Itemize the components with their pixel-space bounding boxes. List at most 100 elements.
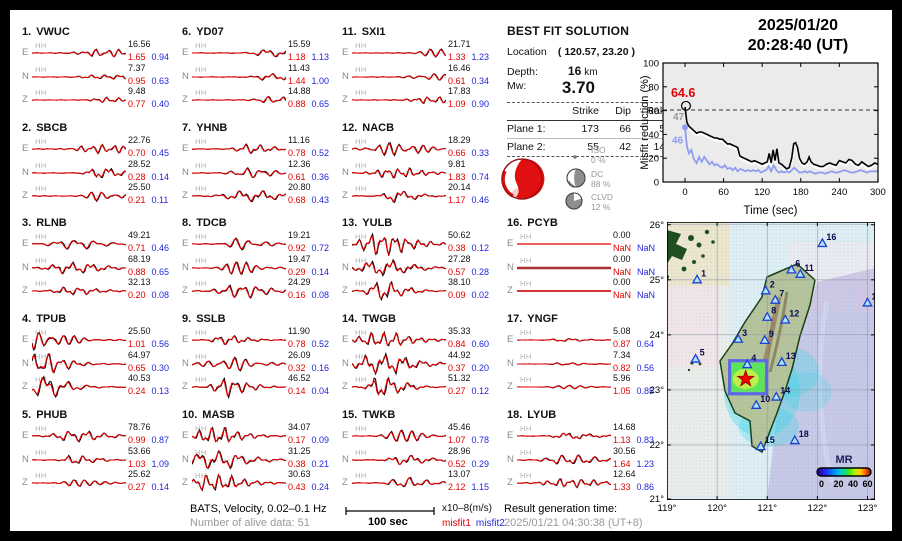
map-lon-label: 120° — [707, 503, 727, 514]
trace-values: 15.59 1.18 1.13 — [288, 39, 342, 63]
map-station-number: 18 — [799, 429, 809, 439]
station-number: 5. — [22, 409, 32, 421]
misfit-values: 0.52 0.29 — [448, 457, 502, 470]
station-header: 14. TWGB — [342, 313, 500, 325]
waveform-trace — [352, 258, 446, 277]
svg-text:300: 300 — [870, 187, 886, 198]
waveform-trace — [32, 239, 126, 251]
component-label: N — [342, 453, 349, 465]
waveform-row: Z HH 32.13 0.20 0.08 — [22, 277, 180, 303]
component-label: N — [22, 261, 29, 273]
misfit1-value: 0.38 — [448, 243, 466, 253]
table-divider — [507, 102, 673, 103]
waveform-trace — [517, 361, 611, 366]
misfit-values: 1.09 0.90 — [448, 97, 502, 110]
trace-values: 9.81 1.83 0.74 — [448, 159, 502, 183]
misfit-values: 0.27 0.12 — [448, 384, 502, 397]
waveform-trace — [352, 142, 446, 157]
amplitude-value: 12.36 — [288, 158, 311, 169]
channel-code: HH — [355, 375, 367, 384]
channel-code: HH — [355, 424, 367, 433]
solution-title: BEST FIT SOLUTION — [507, 24, 630, 38]
map-station-marker — [750, 399, 762, 409]
component-label: Z — [342, 285, 348, 296]
map-lat-label: 26° — [649, 220, 664, 231]
misfit2-value: 0.20 — [471, 362, 490, 373]
amplitude-value: 0.00 — [613, 230, 631, 240]
amplitude-value: 9.81 — [448, 158, 466, 169]
svg-text:0: 0 — [682, 187, 687, 198]
station-panel: 13. YULB E HH 50.62 0.38 0.12 N HH 27.28 0.57 0.28… — [342, 217, 500, 309]
station-panel: 17. YNGF E HH 5.08 0.87 0.64 N HH 7.34 0.82 0.56 Z H… — [507, 313, 665, 405]
waveform-trace — [192, 284, 286, 299]
misfit2-value: 0.34 — [471, 75, 490, 86]
amplitude-value: 18.29 — [448, 135, 471, 145]
beachball-red-crescent — [501, 170, 514, 198]
channel-code: HH — [35, 279, 47, 288]
amplitude-value: 14.68 — [613, 422, 636, 432]
station-header: 10. MASB — [182, 409, 340, 421]
plane1-dip: 66 — [619, 123, 631, 135]
misfit-values: 0.38 0.21 — [288, 457, 342, 470]
component-label: Z — [22, 381, 28, 392]
misfit1-value: 0.14 — [288, 386, 306, 396]
trace-values: 25.50 0.21 0.11 — [128, 182, 182, 206]
amplitude-value: 7.37 — [128, 62, 146, 73]
figure-canvas: 1. VWUC E HH 16.56 1.65 0.94 N HH 7.37 0.95 0.63 Z H… — [10, 10, 892, 531]
channel-code: HH — [35, 375, 47, 384]
component-label: E — [182, 430, 189, 441]
svg-text:120: 120 — [754, 187, 770, 198]
svg-text:47: 47 — [673, 112, 685, 123]
amplitude-value: 46.52 — [288, 373, 311, 383]
map-station-marker — [779, 314, 791, 324]
component-label: N — [182, 70, 189, 82]
channel-code: HH — [195, 137, 207, 146]
station-number: 3. — [22, 217, 32, 229]
map-station-number: 1 — [701, 268, 706, 278]
station-number: 18. — [507, 409, 523, 421]
misfit1-value: 1.03 — [128, 458, 146, 469]
component-label: Z — [22, 190, 28, 201]
mr-colorbar — [816, 467, 872, 477]
plane1-strike: 173 — [581, 123, 599, 135]
waveform-trace — [517, 384, 611, 390]
amplitude-value: 25.50 — [128, 326, 151, 336]
channel-code: HH — [195, 232, 207, 241]
station-header: 2. SBCB — [22, 122, 180, 134]
time-scale-bar — [345, 507, 435, 515]
waveform-trace — [352, 232, 446, 256]
misfit2-value: NaN — [637, 290, 656, 300]
amplitude-value: 7.34 — [613, 349, 631, 360]
waveform-row: E HH 5.08 0.87 0.64 — [507, 326, 665, 352]
misfit-values: 0.78 0.52 — [288, 337, 342, 350]
footer-bandpass: BATS, Velocity, 0.02–0.1 Hz — [190, 503, 327, 515]
event-time: 20:28:40 (UT) — [747, 37, 849, 54]
amplitude-value: 5.96 — [613, 373, 631, 383]
col-strike: Strike — [572, 105, 599, 117]
station-panel: 4. TPUB E HH 25.50 1.01 0.56 N HH 64.97 0.65 0.30 Z… — [22, 313, 180, 405]
misfit-values: 0.38 0.12 — [448, 241, 502, 254]
waveform-row: Z HH 24.29 0.16 0.08 — [182, 277, 340, 303]
map-station-number: 6 — [795, 258, 800, 268]
map-station-number: 2 — [770, 279, 775, 289]
waveform-row: E HH 0.00 NaN NaN — [507, 230, 665, 256]
channel-code: HH — [355, 232, 367, 241]
misfit2-value: 0.24 — [311, 482, 330, 492]
waveform-row: N HH 7.37 0.95 0.63 — [22, 62, 180, 89]
component-label: Z — [22, 94, 28, 105]
misfit1-value: 0.70 — [128, 148, 146, 158]
svg-text:100: 100 — [643, 59, 659, 70]
component-label: N — [342, 70, 349, 82]
channel-code: HH — [355, 88, 367, 97]
trace-values: 12.36 0.61 0.36 — [288, 159, 342, 183]
misfit2-value: 0.30 — [151, 362, 170, 373]
misfit2-value: 0.46 — [151, 243, 170, 253]
amplitude-value: 27.28 — [448, 253, 471, 264]
station-number: 7. — [182, 122, 192, 134]
trace-values: 0.00 NaN NaN — [613, 277, 667, 301]
depth-value: 16 — [567, 64, 582, 78]
station-number: 9. — [182, 313, 192, 325]
waveform-row: N HH 64.97 0.65 0.30 — [22, 350, 180, 376]
misfit1-value: 0.61 — [288, 171, 306, 182]
waveform-row: E HH 25.50 1.01 0.56 — [22, 326, 180, 352]
